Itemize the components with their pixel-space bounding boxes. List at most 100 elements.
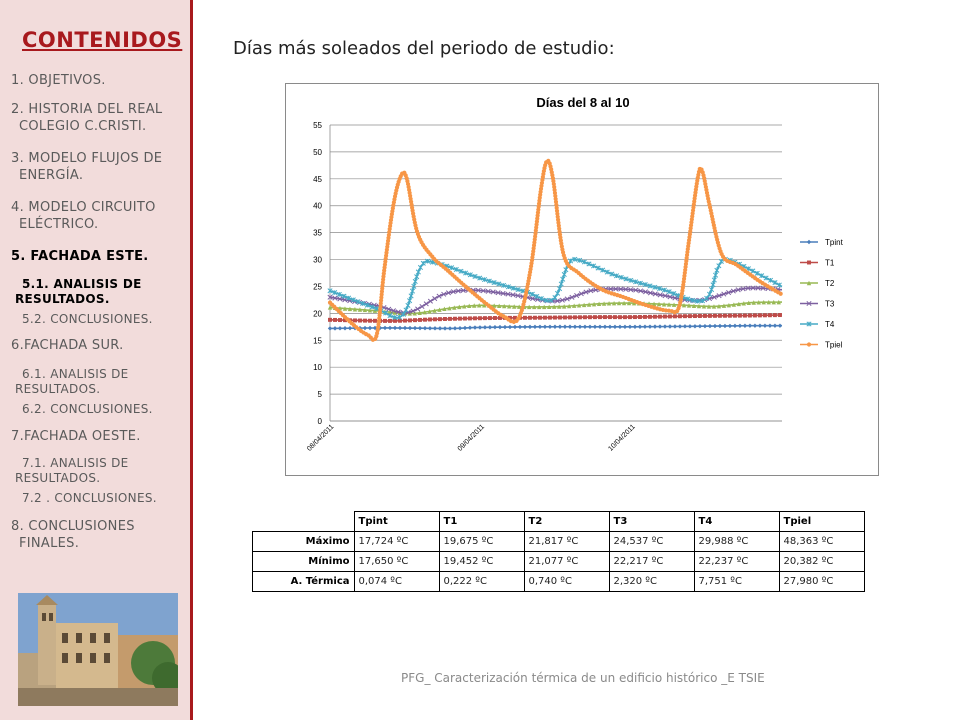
data-point-tpint <box>672 324 678 329</box>
data-point-t1 <box>597 315 602 320</box>
data-point-t1 <box>417 317 422 322</box>
data-point-tpint <box>612 324 618 330</box>
data-point-t2 <box>651 301 657 307</box>
data-point-t2 <box>711 304 717 309</box>
y-tick-label: 35 <box>313 229 322 238</box>
data-point-t4 <box>364 302 370 308</box>
data-point-tpint <box>692 324 698 329</box>
data-point-t1 <box>567 315 572 320</box>
data-point-t4 <box>637 280 643 286</box>
data-point-tpint <box>707 323 713 329</box>
table-cell: 17,650 ºC <box>353 551 440 572</box>
data-point-t2 <box>696 303 702 309</box>
nav-item-modelo-flujos[interactable]: 3. MODELO FLUJOS DE ENERGÍA. <box>11 151 163 183</box>
data-point-t2 <box>601 301 607 306</box>
data-point-tpint <box>547 324 553 329</box>
data-point-t1 <box>702 313 707 318</box>
data-point-t4 <box>613 273 620 279</box>
data-point-tpint <box>652 324 658 329</box>
data-point-tpint <box>642 324 648 329</box>
nav-item-objetivos[interactable]: 1. OBJETIVOS. <box>11 73 106 88</box>
nav-item-analisis-oeste[interactable]: 7.1. ANALISIS DE RESULTADOS. <box>15 456 129 485</box>
data-point-t3 <box>578 291 584 297</box>
data-point-t3 <box>441 291 447 297</box>
data-point-t4 <box>505 284 512 290</box>
data-point-t2 <box>731 302 737 307</box>
table-cell: 27,980 ºC <box>778 571 865 592</box>
data-point-t3 <box>342 297 348 303</box>
nav-item-conclusiones-sur[interactable]: 6.2. CONCLUSIONES. <box>22 402 153 416</box>
data-point-tpint <box>422 326 428 331</box>
data-point-t2 <box>387 309 393 315</box>
data-point-tpint <box>382 325 388 331</box>
data-point-t4 <box>707 291 713 297</box>
data-point-t2 <box>766 299 771 305</box>
data-point-t1 <box>532 315 537 320</box>
data-point-t1 <box>447 316 452 321</box>
data-point-tpint <box>412 325 418 331</box>
nav-item-conclusiones-oeste[interactable]: 7.2 . CONCLUSIONES. <box>22 491 157 505</box>
data-point-t1 <box>762 313 767 318</box>
nav-item-historia[interactable]: 2. HISTORIA DEL REAL COLEGIO C.CRISTI. <box>11 102 163 134</box>
data-point-t1 <box>467 316 472 321</box>
data-point-tpint <box>542 324 548 329</box>
data-point-tpint <box>677 324 683 329</box>
table-cell: 0,740 ºC <box>523 571 610 592</box>
data-point-tpint <box>757 323 763 328</box>
nav-item-conclusiones-finales[interactable]: 8. CONCLUSIONES FINALES. <box>11 519 135 551</box>
data-point-t1 <box>427 317 432 322</box>
nav-item-fachada-este[interactable]: 5. FACHADA ESTE. <box>11 249 149 264</box>
data-point-t4 <box>704 295 710 301</box>
legend-marker-tpiel <box>806 342 812 347</box>
data-point-t2 <box>556 304 562 309</box>
data-point-t2 <box>571 303 577 308</box>
data-point-t3 <box>745 285 751 291</box>
nav-item-modelo-circuito[interactable]: 4. MODELO CIRCUITO ELÉCTRICO. <box>11 200 156 232</box>
nav-item-fachada-sur[interactable]: 6.FACHADA SUR. <box>11 338 124 353</box>
data-point-tpint <box>722 323 728 329</box>
data-point-t3 <box>475 287 481 293</box>
nav-item-conclusiones-este[interactable]: 5.2. CONCLUSIONES. <box>22 312 153 326</box>
table-cell: 19,675 ºC <box>438 531 525 552</box>
data-point-t1 <box>547 315 552 320</box>
data-point-t4 <box>710 282 716 288</box>
data-point-t2 <box>352 307 358 312</box>
data-point-tpint <box>687 324 693 329</box>
nav-item-fachada-oeste[interactable]: 7.FACHADA OESTE. <box>11 429 141 444</box>
data-point-t1 <box>582 315 587 320</box>
data-point-t4 <box>405 302 411 308</box>
data-point-t4 <box>555 290 561 296</box>
data-point-tpint <box>342 326 348 331</box>
data-point-t4 <box>572 256 578 262</box>
data-point-t2 <box>541 304 547 310</box>
data-point-t4 <box>369 304 375 310</box>
data-point-t1 <box>398 318 402 323</box>
data-point-tpint <box>367 325 373 331</box>
nav-item-analisis-este[interactable]: 5.1. ANALISIS DE RESULTADOS. <box>15 277 142 306</box>
data-point-t1 <box>587 315 592 320</box>
table-header: Tpint <box>353 511 440 532</box>
data-point-t2 <box>741 301 747 306</box>
line-chart: Días del 8 al 10 0 5 10 15 20 25 30 35 40 45 50 55 0… <box>306 95 844 453</box>
table-header: T2 <box>523 511 610 532</box>
x-tick-label: 10/04/2011 <box>607 423 636 452</box>
data-point-tpint <box>327 326 333 331</box>
y-tick-label: 40 <box>313 202 322 211</box>
data-point-tpint <box>767 323 773 328</box>
data-point-t3 <box>337 296 343 302</box>
table-cell: 22,237 ºC <box>693 551 780 572</box>
data-point-t3 <box>623 286 629 292</box>
data-point-t4 <box>515 286 521 293</box>
data-point-t2 <box>457 304 462 310</box>
data-point-t4 <box>481 277 488 283</box>
data-point-tpint <box>647 324 653 329</box>
legend-marker-t3 <box>806 300 812 307</box>
data-point-t4 <box>486 278 492 284</box>
data-point-t3 <box>760 285 766 291</box>
data-point-t4 <box>501 282 507 288</box>
data-point-t4 <box>538 296 544 302</box>
data-point-tpint <box>497 324 503 330</box>
nav-item-analisis-sur[interactable]: 6.1. ANALISIS DE RESULTADOS. <box>15 367 129 396</box>
data-point-t3 <box>410 308 416 314</box>
y-tick-label: 5 <box>318 390 323 399</box>
